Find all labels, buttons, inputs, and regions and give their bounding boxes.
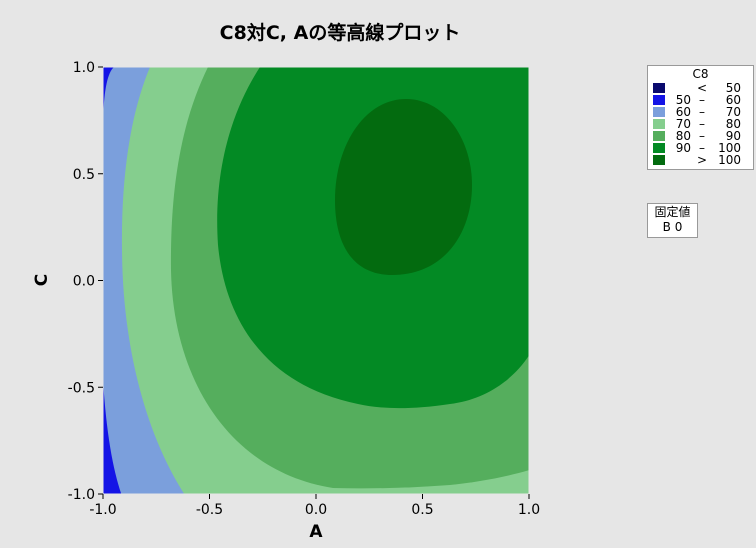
legend-item: >100: [648, 154, 753, 166]
legend-operator: –: [699, 93, 705, 107]
fixed-values-text: B 0: [662, 220, 683, 234]
legend-operator: >: [696, 153, 708, 167]
chart-title: C8対C, Aの等高線プロット: [219, 22, 461, 44]
legend-low: 90: [675, 141, 691, 155]
y-tick-label: 1.0: [73, 60, 95, 76]
x-tick-label: 1.0: [518, 502, 540, 518]
legend-high: 100: [718, 141, 741, 155]
legend-low: 50: [675, 93, 691, 107]
legend-swatch: [653, 155, 665, 165]
legend-swatch: [653, 83, 665, 93]
legend-low: 70: [675, 117, 691, 131]
legend-item: 50– 60: [648, 94, 753, 106]
y-tick-label: 0.5: [73, 167, 95, 183]
legend-swatch: [653, 95, 665, 105]
legend-operator: –: [699, 141, 705, 155]
y-axis-label: C: [32, 274, 52, 286]
legend-item: 80– 90: [648, 130, 753, 142]
legend-high: 60: [725, 93, 741, 107]
x-tick-label: 0.5: [411, 502, 433, 518]
legend-item: 60– 70: [648, 106, 753, 118]
contour-band-over-100: [335, 99, 472, 275]
x-tick-label: -1.0: [89, 502, 116, 518]
legend-low: 60: [675, 105, 691, 119]
legend-swatch: [653, 131, 665, 141]
legend-operator: –: [699, 129, 705, 143]
x-axis-label: A: [309, 522, 323, 542]
legend: C8 <50 50–60 60–70 70–80 80–90 90–100 >100: [647, 65, 754, 170]
fixed-values-title: 固定値: [654, 205, 691, 219]
y-tick-label: -0.5: [68, 380, 95, 396]
legend-swatch: [653, 107, 665, 117]
legend-low: 80: [675, 129, 691, 143]
legend-title: C8: [692, 67, 709, 81]
legend-item: 90–100: [648, 142, 753, 154]
legend-high: 50: [725, 81, 741, 95]
legend-operator: <: [696, 81, 708, 95]
x-tick-label: -0.5: [196, 502, 223, 518]
legend-high: 90: [725, 129, 741, 143]
legend-high: 70: [725, 105, 741, 119]
x-tick-label: 0.0: [305, 502, 327, 518]
legend-swatch: [653, 119, 665, 129]
legend-item: 70– 80: [648, 118, 753, 130]
legend-operator: –: [699, 105, 705, 119]
legend-high: 80: [725, 117, 741, 131]
fixed-values-box: 固定値 B 0: [647, 203, 698, 238]
y-tick-label: 0.0: [73, 274, 95, 290]
legend-swatch: [653, 143, 665, 153]
legend-item: <50: [648, 82, 753, 94]
y-tick-label: -1.0: [68, 487, 95, 503]
legend-operator: –: [699, 117, 705, 131]
legend-high: 100: [718, 153, 741, 167]
